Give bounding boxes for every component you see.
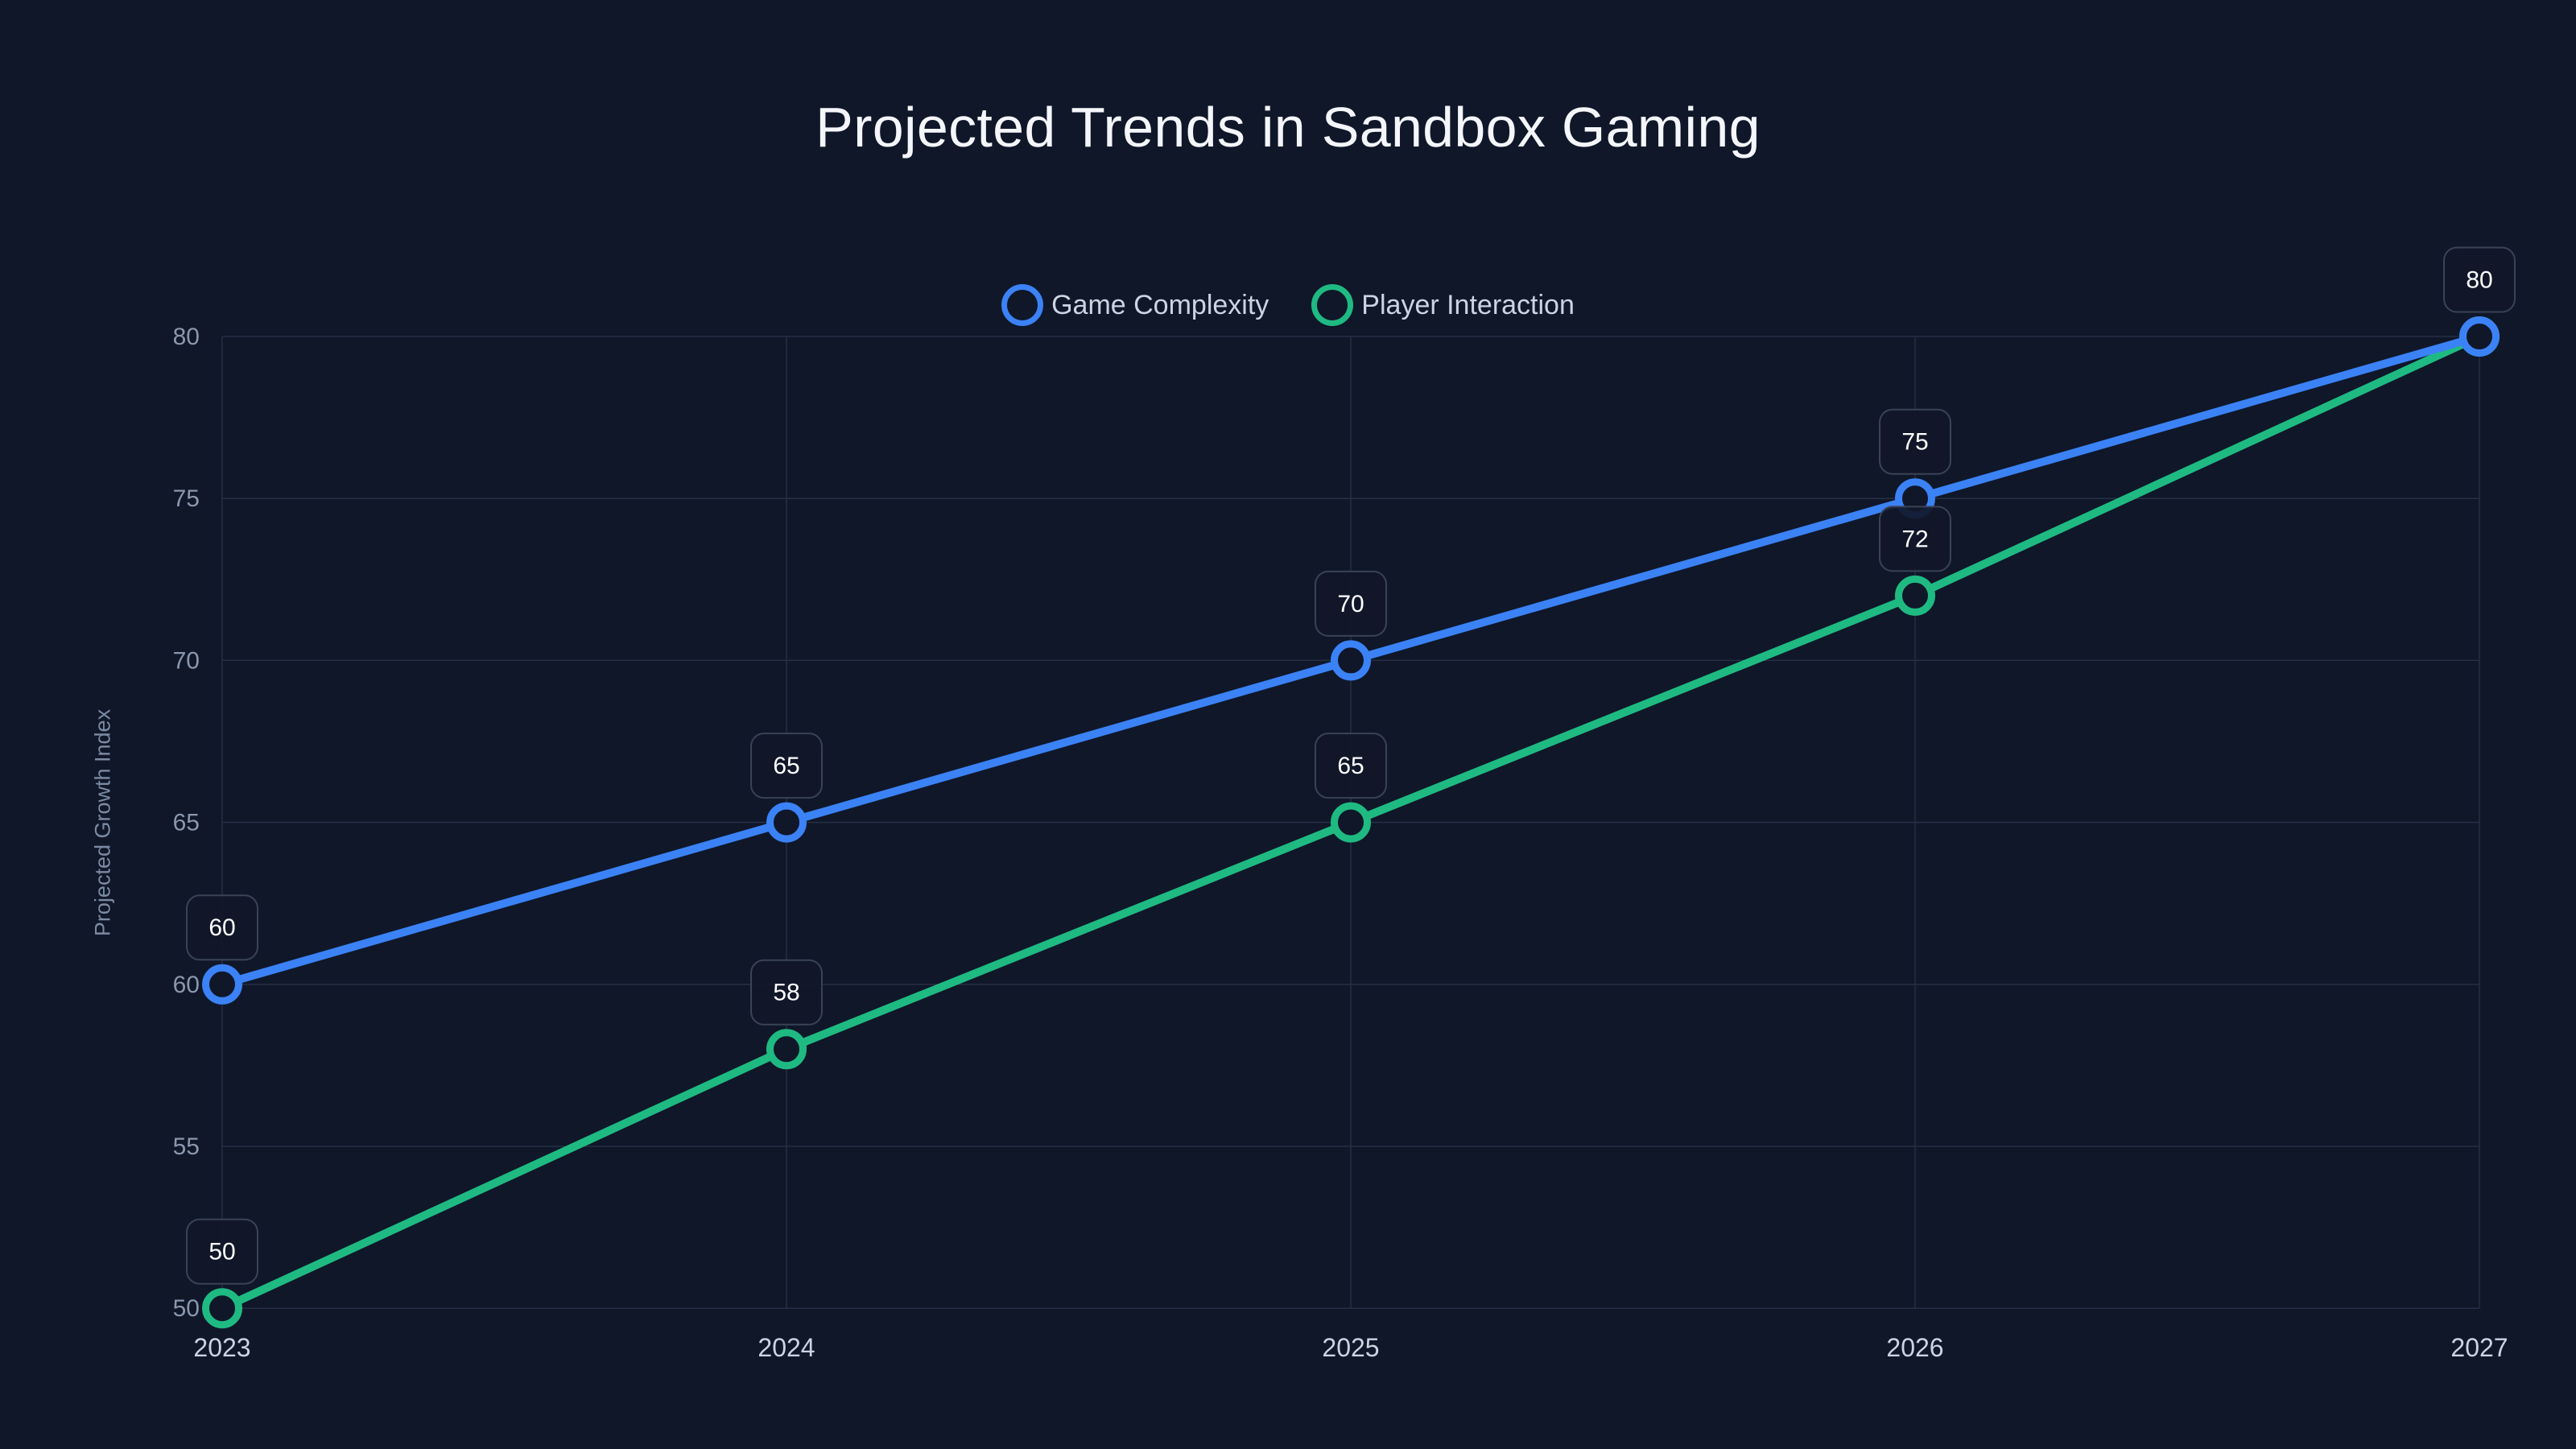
svg-text:2026: 2026 <box>1886 1333 1943 1362</box>
svg-text:80: 80 <box>173 324 200 350</box>
svg-text:60: 60 <box>173 972 200 998</box>
svg-text:72: 72 <box>1901 526 1928 552</box>
svg-text:55: 55 <box>173 1133 200 1160</box>
svg-text:50: 50 <box>208 1239 235 1265</box>
svg-text:65: 65 <box>773 753 799 779</box>
svg-text:75: 75 <box>173 485 200 512</box>
svg-text:70: 70 <box>1337 591 1364 617</box>
svg-text:2024: 2024 <box>758 1333 815 1362</box>
svg-text:65: 65 <box>1337 753 1364 779</box>
svg-text:58: 58 <box>773 980 799 1006</box>
svg-text:60: 60 <box>208 914 235 941</box>
svg-text:80: 80 <box>2466 266 2492 293</box>
svg-text:70: 70 <box>173 647 200 674</box>
svg-text:50: 50 <box>173 1295 200 1322</box>
svg-text:2027: 2027 <box>2450 1333 2508 1362</box>
svg-text:2025: 2025 <box>1322 1333 1379 1362</box>
svg-text:2023: 2023 <box>193 1333 250 1362</box>
svg-text:75: 75 <box>1901 429 1928 456</box>
svg-text:65: 65 <box>173 810 200 836</box>
